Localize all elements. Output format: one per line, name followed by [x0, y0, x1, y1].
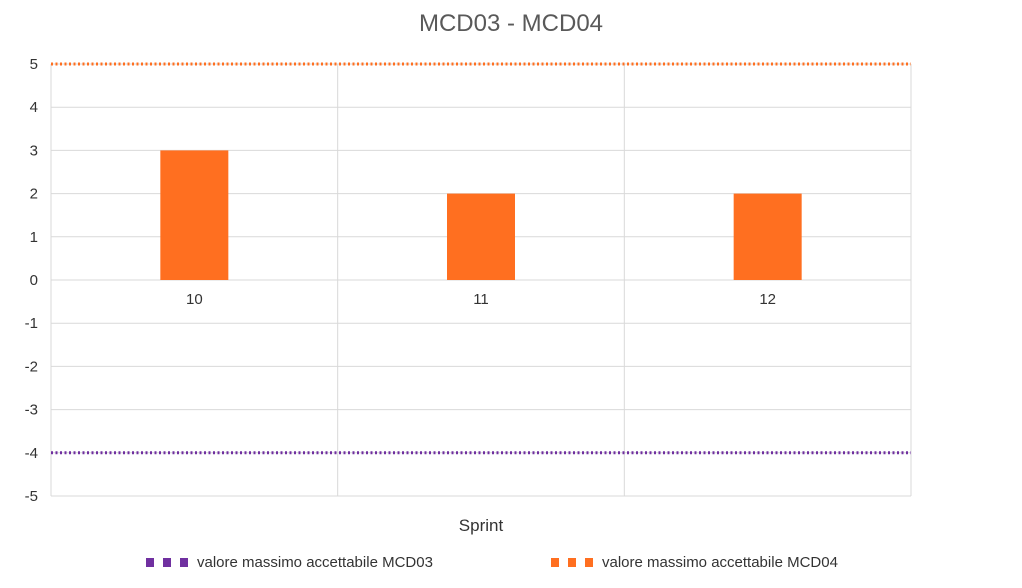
- legend-item-mcd04: valore massimo accettabile MCD04: [551, 554, 838, 571]
- y-tick-label: -4: [25, 445, 38, 462]
- legend-label: valore massimo accettabile MCD04: [602, 554, 838, 571]
- legend-label: valore massimo accettabile MCD03: [197, 554, 433, 571]
- x-tick-label: 11: [473, 291, 489, 308]
- x-axis-label: Sprint: [458, 516, 504, 535]
- x-tick-label: 10: [186, 291, 203, 308]
- x-tick-label: 12: [759, 291, 776, 308]
- chart-title: MCD03 - MCD04: [418, 10, 604, 37]
- y-tick-label: -1: [25, 315, 38, 332]
- y-tick-label: -3: [25, 402, 38, 419]
- y-tick-label: 0: [30, 272, 38, 289]
- y-tick-label: -2: [25, 358, 38, 375]
- legend-marker: [568, 558, 576, 567]
- y-tick-label: 3: [30, 142, 38, 159]
- legend-marker: [585, 558, 593, 567]
- y-tick-label: 4: [30, 99, 38, 116]
- y-tick-label: -5: [25, 488, 38, 505]
- y-tick-label: 2: [30, 186, 38, 203]
- y-tick-label: 1: [30, 229, 38, 246]
- y-tick-label: 5: [30, 56, 38, 73]
- bar: [733, 193, 802, 280]
- legend-marker: [180, 558, 188, 567]
- legend-item-mcd03: valore massimo accettabile MCD03: [146, 554, 433, 571]
- legend-marker: [146, 558, 154, 567]
- legend-marker: [551, 558, 559, 567]
- bar: [160, 150, 229, 280]
- legend-marker: [163, 558, 171, 567]
- bar: [447, 193, 515, 280]
